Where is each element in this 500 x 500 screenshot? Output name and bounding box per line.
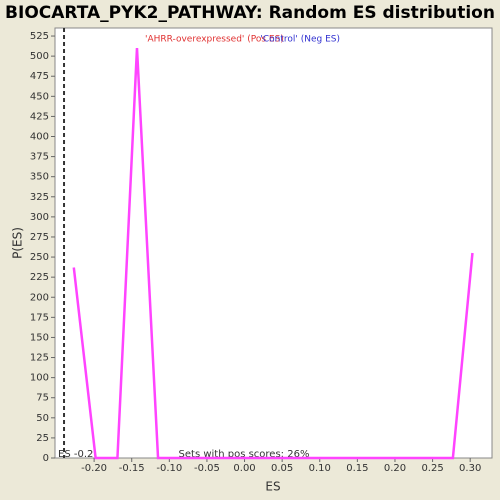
x-tick-label: 0.05 <box>271 463 293 474</box>
y-tick-label: 150 <box>30 332 49 343</box>
y-tick-label: 425 <box>30 111 49 122</box>
y-tick-label: 125 <box>30 353 49 364</box>
y-tick-label: 50 <box>36 413 49 424</box>
y-tick-label: 100 <box>30 373 49 384</box>
y-tick-label: 0 <box>43 453 49 464</box>
y-tick-label: 75 <box>36 393 49 404</box>
y-tick-label: 475 <box>30 71 49 82</box>
x-tick-label: 0.10 <box>309 463 331 474</box>
x-tick-label: 0.15 <box>346 463 368 474</box>
line <box>72 48 474 460</box>
y-axis-label: P(ES) <box>11 227 25 259</box>
y-tick-label: 300 <box>30 212 49 223</box>
y-tick-label: 325 <box>30 192 49 203</box>
x-tick-label: 0.25 <box>421 463 443 474</box>
x-tick-label: -0.10 <box>156 463 182 474</box>
y-tick-label: 450 <box>30 91 49 102</box>
x-axis-label: ES <box>265 480 280 494</box>
legend-entry: 'Control' (Neg ES) <box>260 35 340 45</box>
y-tick-label: 225 <box>30 272 49 283</box>
x-tick-label: 0.20 <box>384 463 406 474</box>
chart-title: BIOCARTA_PYK2_PATHWAY: Random ES distrib… <box>5 3 495 23</box>
y-tick-label: 175 <box>30 312 49 323</box>
y-tick-label: 25 <box>36 433 49 444</box>
es-marker-label: ES -0.2 <box>58 449 93 460</box>
annotation: Sets with pos scores: 26% <box>179 449 310 460</box>
x-tick-label: 0.30 <box>459 463 481 474</box>
y-tick-label: 350 <box>30 172 49 183</box>
y-tick-label: 525 <box>30 31 49 42</box>
x-tick-label: 0.00 <box>233 463 255 474</box>
y-tick-label: 275 <box>30 232 49 243</box>
legend-entry: 'AHRR-overexpressed' (Pos ES) <box>145 35 284 45</box>
y-tick-label: 400 <box>30 132 49 143</box>
x-tick-label: -0.15 <box>119 463 145 474</box>
y-tick-label: 200 <box>30 292 49 303</box>
y-tick-label: 500 <box>30 51 49 62</box>
y-tick-label: 250 <box>30 252 49 263</box>
x-tick-label: -0.20 <box>81 463 107 474</box>
y-tick-label: 375 <box>30 152 49 163</box>
x-tick-label: -0.05 <box>194 463 220 474</box>
